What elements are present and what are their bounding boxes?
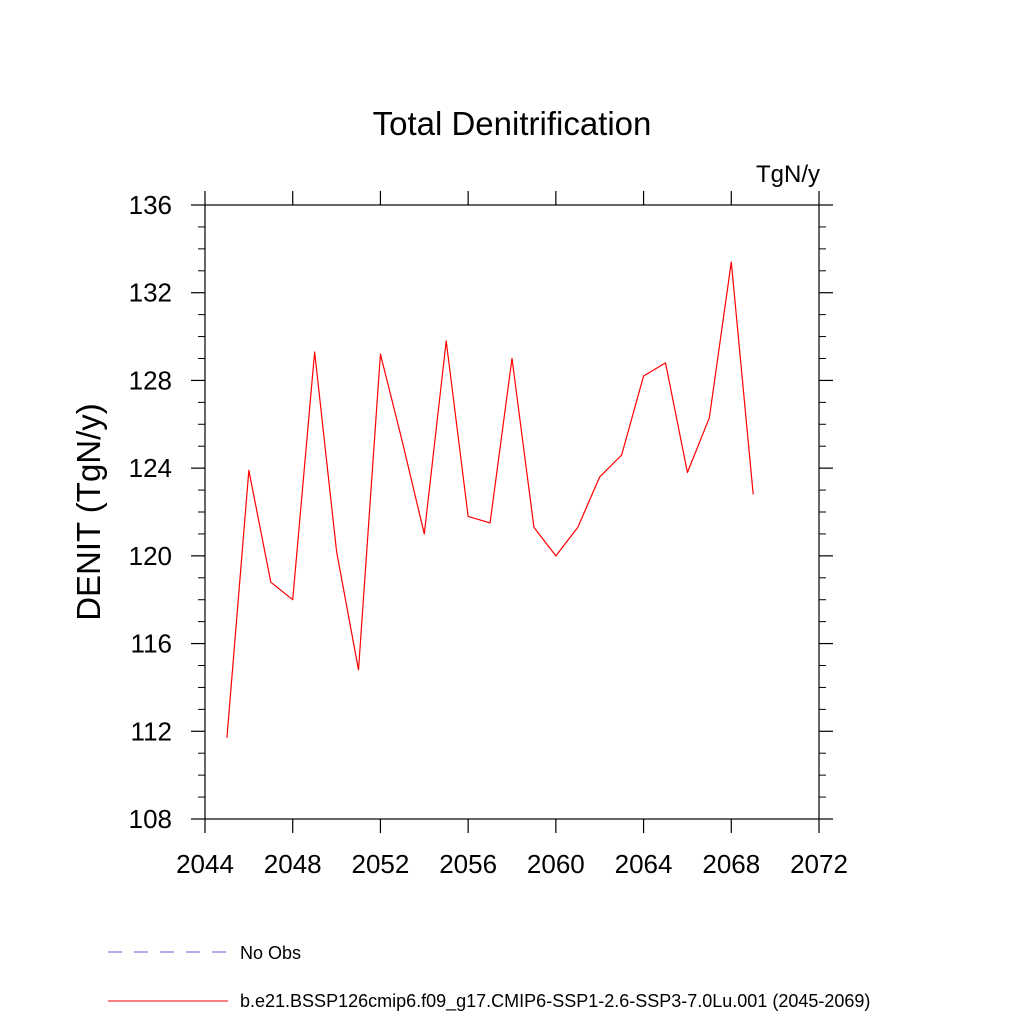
x-tick-label: 2068 — [702, 849, 760, 879]
y-tick-labels: 108 112 116 120 124 128 132 136 — [129, 190, 172, 834]
axis-ticks — [191, 191, 833, 833]
legend-label-no-obs: No Obs — [240, 943, 301, 963]
x-tick-label: 2048 — [264, 849, 322, 879]
y-tick-label: 124 — [129, 453, 172, 483]
y-tick-label: 136 — [129, 190, 172, 220]
y-tick-label: 132 — [129, 278, 172, 308]
legend-label-model-run: b.e21.BSSP126cmip6.f09_g17.CMIP6-SSP1-2.… — [240, 991, 870, 1012]
x-tick-label: 2072 — [790, 849, 848, 879]
y-tick-label: 120 — [129, 541, 172, 571]
y-tick-label: 112 — [131, 716, 172, 746]
x-tick-label: 2056 — [439, 849, 497, 879]
x-tick-label: 2052 — [352, 849, 410, 879]
x-tick-label: 2064 — [615, 849, 673, 879]
y-axis-label: DENIT (TgN/y) — [70, 403, 107, 621]
y-tick-label: 108 — [129, 804, 172, 834]
y-tick-label: 128 — [129, 365, 172, 395]
series-group — [226, 261, 754, 738]
plot-frame — [204, 204, 820, 820]
y-tick-label: 116 — [131, 629, 172, 659]
x-tick-label: 2044 — [176, 849, 234, 879]
x-tick-label: 2060 — [527, 849, 585, 879]
legend: No Obs b.e21.BSSP126cmip6.f09_g17.CMIP6-… — [108, 943, 870, 1012]
units-label: TgN/y — [756, 161, 820, 188]
chart-title: Total Denitrification — [373, 105, 652, 142]
series-line-0 — [226, 261, 754, 738]
x-tick-labels: 2044 2048 2052 2056 2060 2064 2068 2072 — [176, 849, 848, 879]
